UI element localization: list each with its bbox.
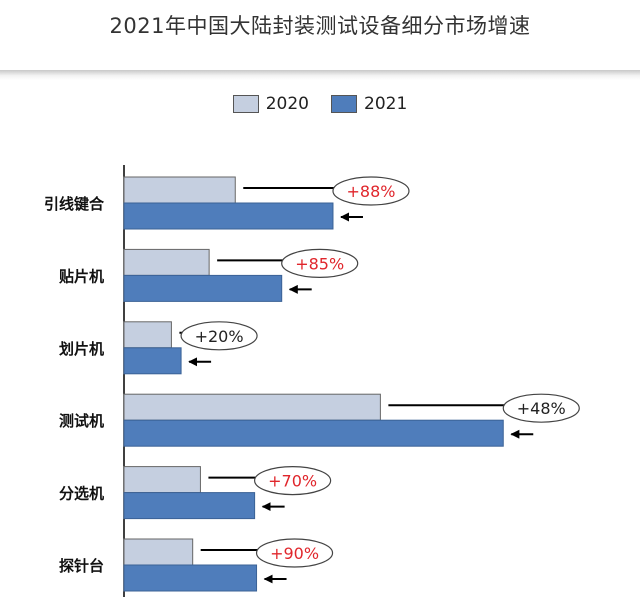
bar-2021 [123, 492, 256, 520]
growth-bubble [281, 248, 359, 278]
legend-label-2021: 2021 [364, 94, 408, 114]
chart-title: 2021年中国大陆封装测试设备细分市场增速 [109, 14, 531, 38]
bar-2020 [123, 466, 201, 494]
category-label: 测试机 [59, 412, 104, 430]
legend-label-2020: 2020 [265, 94, 309, 114]
chart-legend: 2020 2021 [0, 94, 640, 114]
growth-bubble [180, 321, 258, 351]
growth-bubble [332, 176, 410, 206]
category-label: 探针台 [59, 557, 104, 575]
bar-2021 [123, 274, 283, 302]
legend-item-2021: 2021 [331, 94, 407, 114]
bar-2020 [123, 248, 210, 276]
growth-bubble [255, 538, 334, 568]
bar-2021 [123, 564, 258, 592]
growth-bubble [502, 393, 580, 423]
category-label: 引线键合 [44, 195, 105, 213]
bar-2020 [123, 538, 194, 566]
bar-2021 [123, 419, 504, 447]
growth-label: +20% [195, 327, 244, 346]
growth-label: +90% [270, 544, 319, 563]
bar-2020 [123, 393, 381, 421]
legend-swatch-2020 [232, 95, 259, 113]
growth-bubble [254, 466, 332, 496]
bar-2020 [123, 176, 236, 204]
growth-label: +85% [295, 254, 344, 273]
bar-2021 [123, 347, 182, 375]
title-divider [0, 70, 640, 80]
category-label: 分选机 [59, 485, 104, 503]
growth-label: +88% [346, 182, 395, 201]
category-label: 贴片机 [59, 267, 104, 285]
growth-label: +48% [517, 399, 566, 418]
bar-2021 [123, 202, 334, 230]
bar-2020 [123, 321, 172, 349]
growth-label: +70% [268, 472, 317, 491]
category-label: 划片机 [59, 340, 104, 358]
legend-item-2020: 2020 [232, 94, 309, 114]
legend-swatch-2021 [331, 95, 357, 113]
